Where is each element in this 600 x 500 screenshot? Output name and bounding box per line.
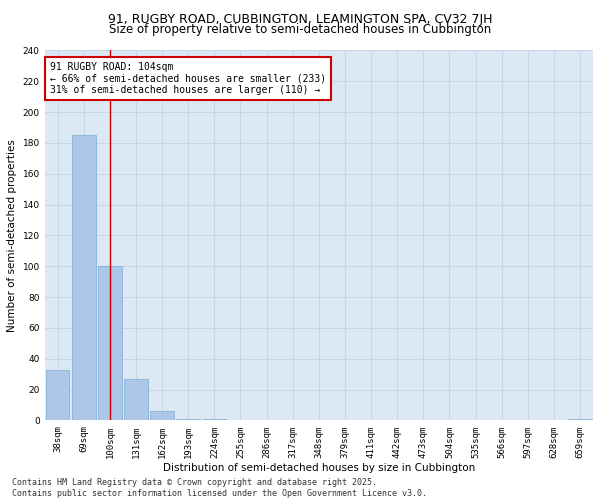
Bar (203, 419, 226, 420)
Bar (568, 419, 592, 420)
X-axis label: Distribution of semi-detached houses by size in Cubbington: Distribution of semi-detached houses by … (163, 463, 475, 473)
Bar (72, 135, 95, 420)
Text: Contains HM Land Registry data © Crown copyright and database right 2025.
Contai: Contains HM Land Registry data © Crown c… (12, 478, 427, 498)
Bar (124, 379, 148, 420)
Bar (98, 266, 122, 420)
Text: 91 RUGBY ROAD: 104sqm
← 66% of semi-detached houses are smaller (233)
31% of sem: 91 RUGBY ROAD: 104sqm ← 66% of semi-deta… (50, 62, 326, 94)
Bar (151, 411, 174, 420)
Text: 91, RUGBY ROAD, CUBBINGTON, LEAMINGTON SPA, CV32 7JH: 91, RUGBY ROAD, CUBBINGTON, LEAMINGTON S… (108, 12, 492, 26)
Bar (176, 419, 200, 420)
Y-axis label: Number of semi-detached properties: Number of semi-detached properties (7, 139, 17, 332)
Text: Size of property relative to semi-detached houses in Cubbington: Size of property relative to semi-detach… (109, 22, 491, 36)
Bar (46, 370, 70, 420)
